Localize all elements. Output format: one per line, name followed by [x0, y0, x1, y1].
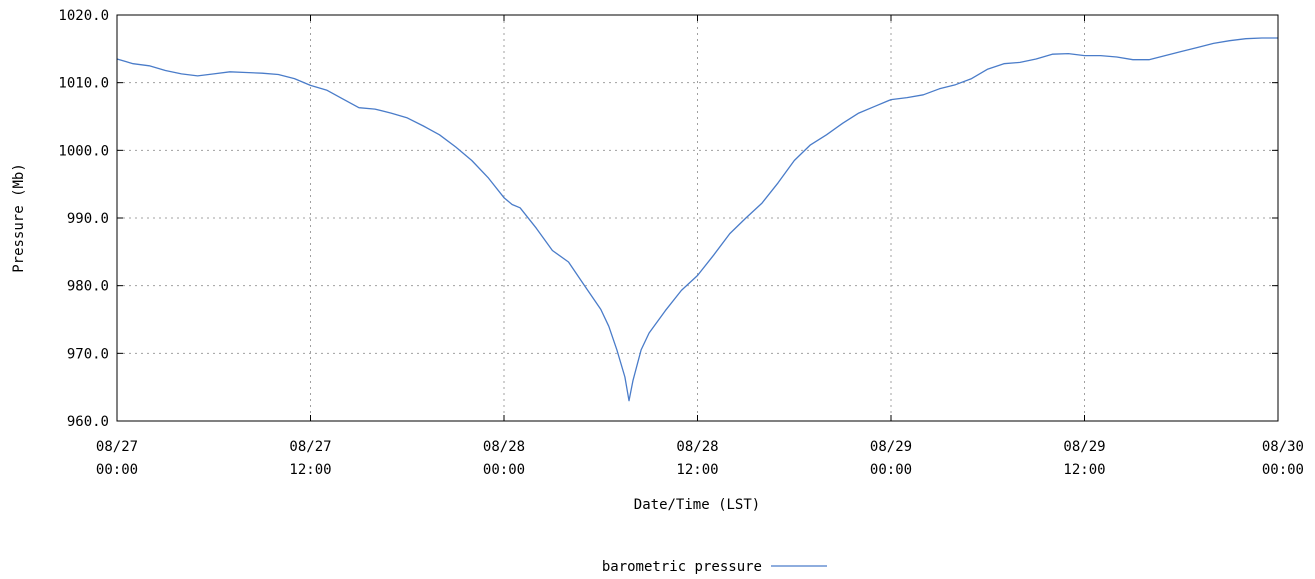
- x-tick-label-date: 08/27: [96, 439, 138, 455]
- y-tick-label: 980.0: [67, 279, 109, 295]
- series-line-barometric-pressure: [116, 37, 1278, 402]
- x-tick-labels: 08/27 00:00 08/27 12:00 08/28 00:00 08/28 12:00…: [96, 439, 1304, 478]
- data-series: [116, 37, 1278, 402]
- x-tick-label-time: 00:00: [1262, 462, 1304, 478]
- x-tick-label-date: 08/29: [870, 439, 912, 455]
- x-tick-label-date: 08/27: [289, 439, 331, 455]
- y-tick-label: 960.0: [67, 414, 109, 430]
- y-axis-title: Pressure (Mb): [11, 163, 27, 273]
- y-tick-label: 1020.0: [58, 8, 109, 24]
- x-tick-label-time: 00:00: [483, 462, 525, 478]
- x-tick-label-date: 08/29: [1063, 439, 1105, 455]
- plot-frame: [116, 14, 1279, 422]
- x-tick-label-time: 12:00: [1063, 462, 1105, 478]
- y-tick-label: 1000.0: [58, 143, 109, 159]
- legend: barometric pressure: [602, 559, 827, 575]
- y-tick-label: 990.0: [67, 211, 109, 227]
- y-tick-label: 970.0: [67, 346, 109, 362]
- x-axis-title: Date/Time (LST): [634, 497, 760, 513]
- grid-lines: [117, 15, 1278, 421]
- x-tick-label-time: 00:00: [96, 462, 138, 478]
- x-tick-label-time: 12:00: [676, 462, 718, 478]
- x-tick-label-time: 00:00: [870, 462, 912, 478]
- y-tick-labels: 960.0 970.0 980.0 990.0 1000.0 1010.0 1020.0: [58, 8, 109, 430]
- legend-label: barometric pressure: [602, 559, 762, 575]
- y-tick-label: 1010.0: [58, 76, 109, 92]
- x-tick-label-time: 12:00: [289, 462, 331, 478]
- x-tick-label-date: 08/30: [1262, 439, 1304, 455]
- x-tick-label-date: 08/28: [483, 439, 525, 455]
- x-tick-label-date: 08/28: [676, 439, 718, 455]
